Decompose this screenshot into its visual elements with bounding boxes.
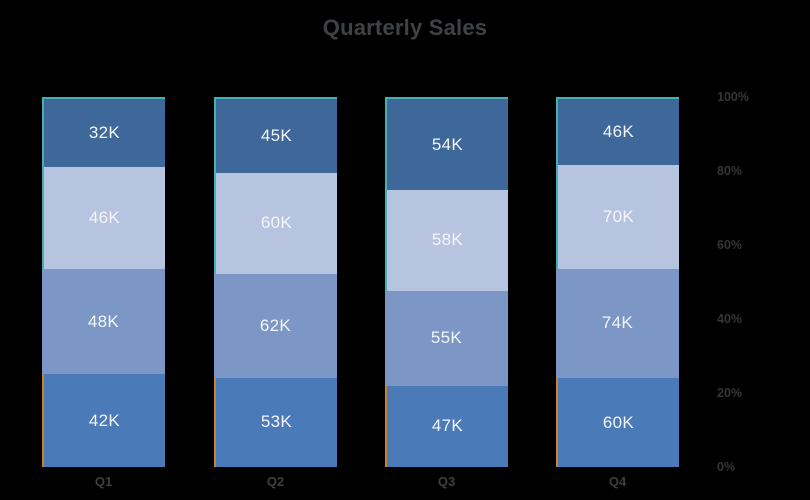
bar-q1: 32K 46K 48K 42K	[42, 97, 165, 467]
x-axis-label-q2: Q2	[266, 474, 285, 489]
y-axis-tick-60: 60%	[717, 238, 743, 252]
bar-segment-q3-segment-upper-middle[interactable]: 58K	[385, 190, 508, 291]
segment-value-label: 48K	[87, 311, 120, 331]
bar-segment-q1-segment-upper-middle[interactable]: 46K	[42, 167, 165, 269]
bar-segment-q2-segment-bottom[interactable]: 53K	[214, 377, 337, 467]
bar-segment-q4-segment-bottom[interactable]: 60K	[556, 378, 679, 467]
bar-segment-q2-segment-top[interactable]: 45K	[214, 97, 337, 173]
segment-value-label: 62K	[259, 315, 292, 335]
segment-value-label: 46K	[602, 122, 635, 142]
segment-value-label: 60K	[260, 213, 293, 233]
y-axis-tick-100: 100%	[717, 90, 749, 104]
x-axis-label-q3: Q3	[437, 474, 456, 489]
bar-segment-q3-segment-bottom[interactable]: 47K	[385, 385, 508, 467]
bar-segment-q2-segment-upper-middle[interactable]: 60K	[214, 172, 337, 274]
x-axis-label-q4: Q4	[608, 474, 627, 489]
segment-value-label: 70K	[602, 206, 635, 226]
segment-value-label: 42K	[88, 410, 121, 430]
bar-segment-q1-segment-lower-middle[interactable]: 48K	[42, 268, 165, 375]
bar-segment-q3-segment-top[interactable]: 54K	[385, 97, 508, 191]
segment-value-label: 58K	[431, 230, 464, 250]
segment-value-label: 53K	[260, 412, 293, 432]
y-axis-tick-40: 40%	[717, 312, 743, 326]
bar-segment-q2-segment-lower-middle[interactable]: 62K	[214, 273, 337, 378]
segment-value-label: 46K	[88, 208, 121, 228]
bar-segment-q3-segment-lower-middle[interactable]: 55K	[385, 290, 508, 386]
segment-value-label: 45K	[260, 125, 293, 145]
bar-segment-q4-segment-upper-middle[interactable]: 70K	[556, 165, 679, 269]
bar-segment-q1-segment-top[interactable]: 32K	[42, 97, 165, 168]
x-axis-label-q1: Q1	[94, 474, 113, 489]
bar-segment-q4-segment-top[interactable]: 46K	[556, 97, 679, 166]
segment-value-label: 55K	[430, 328, 463, 348]
segment-value-label: 47K	[431, 416, 464, 436]
segment-value-label: 74K	[601, 313, 634, 333]
y-axis-tick-20: 20%	[717, 386, 743, 400]
y-axis-tick-0: 0%	[717, 460, 736, 474]
segment-value-label: 32K	[88, 123, 121, 143]
y-axis-tick-80: 80%	[717, 164, 743, 178]
bar-segment-q1-segment-bottom[interactable]: 42K	[42, 374, 165, 467]
chart-title: Quarterly Sales	[322, 15, 488, 40]
segment-value-label: 60K	[602, 412, 635, 432]
bar-segment-q4-segment-lower-middle[interactable]: 74K	[556, 268, 679, 379]
bar-q3: 54K 58K 55K 47K	[385, 97, 508, 467]
bar-q2: 45K 60K 62K 53K	[214, 97, 337, 467]
bar-q4: 46K 70K 74K 60K	[556, 97, 679, 467]
segment-value-label: 54K	[431, 134, 464, 154]
